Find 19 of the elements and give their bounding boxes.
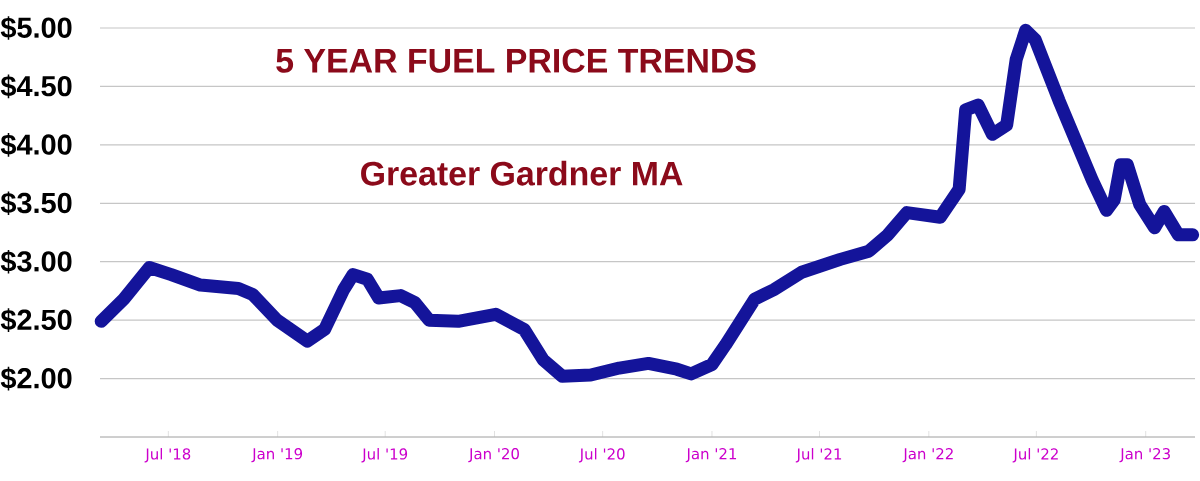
- x-tick-label: Jan '21: [685, 448, 737, 463]
- y-tick-label: $4.50: [0, 74, 72, 99]
- x-tick-label: Jul '19: [361, 448, 408, 463]
- x-tick-label: Jul '22: [1012, 448, 1058, 463]
- x-tick-label: Jan '19: [251, 448, 303, 463]
- y-tick-label: $2.50: [0, 308, 72, 332]
- x-tick-label: Jan '20: [468, 448, 519, 463]
- y-tick-label: $2.00: [0, 366, 72, 391]
- x-tick-label: Jul '20: [578, 448, 625, 463]
- y-tick-label: $3.00: [0, 249, 72, 274]
- y-tick-label: $4.00: [0, 133, 72, 157]
- x-tick-label: Jul '18: [144, 448, 191, 463]
- x-tick-label: Jan '22: [902, 448, 953, 463]
- y-tick-label: $3.50: [0, 191, 72, 216]
- chart-title: 5 YEAR FUEL PRICE TRENDS: [276, 48, 756, 73]
- x-tick-label: Jan '23: [1119, 448, 1170, 463]
- text: Greater Gardner MA: [361, 160, 683, 186]
- y-tick-label: $5.00: [0, 16, 72, 40]
- x-tick-label: Jul '21: [795, 448, 842, 463]
